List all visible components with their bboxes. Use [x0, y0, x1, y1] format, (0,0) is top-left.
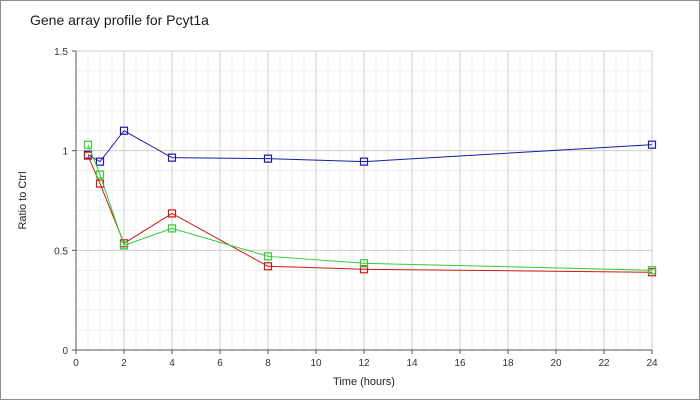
y-axis-ticks: 0 0.5 1 1.5 [54, 47, 76, 357]
x-tick-label: 22 [598, 358, 610, 369]
data-point-marker [95, 170, 105, 179]
data-point-marker [119, 126, 129, 135]
data-point-marker [359, 265, 369, 274]
x-tick-label: 20 [550, 358, 562, 369]
x-tick-label: 4 [169, 358, 175, 369]
x-tick-label: 10 [310, 358, 322, 369]
x-tick-label: 16 [454, 358, 466, 369]
series-layer [83, 126, 657, 277]
y-axis-label: Ratio to Ctrl [17, 171, 29, 229]
x-axis-label: Time (hours) [333, 376, 395, 388]
data-point-marker [167, 153, 177, 162]
data-point-marker [263, 262, 273, 271]
major-grid [75, 50, 653, 351]
data-point-marker [119, 241, 129, 250]
y-tick-label: 1 [62, 147, 68, 158]
x-tick-label: 14 [406, 358, 418, 369]
x-tick-label: 2 [121, 358, 127, 369]
x-tick-label: 18 [502, 358, 514, 369]
data-point-marker [647, 266, 657, 275]
data-point-marker [83, 140, 93, 149]
x-tick-label: 8 [265, 358, 271, 369]
y-tick-label: 0 [62, 346, 68, 357]
series-line [87, 144, 653, 271]
y-tick-label: 0.5 [54, 246, 68, 257]
data-point-marker [95, 157, 105, 166]
y-tick-label: 1.5 [54, 47, 68, 58]
data-point-marker [359, 157, 369, 166]
data-point-marker [83, 151, 93, 160]
chart-title: Gene array profile for Pcyt1a [30, 12, 209, 28]
data-point-marker [647, 140, 657, 149]
x-tick-label: 24 [646, 358, 658, 369]
series-3 [83, 140, 657, 275]
series-line [87, 130, 653, 163]
series-1 [83, 126, 657, 166]
x-tick-label: 6 [217, 358, 223, 369]
x-tick-label: 12 [358, 358, 370, 369]
data-point-marker [167, 209, 177, 218]
data-point-marker [359, 259, 369, 268]
data-point-marker [263, 154, 273, 163]
x-tick-label: 0 [73, 358, 79, 369]
x-axis-ticks: 0 2 4 6 8 10 12 14 16 18 20 22 24 [73, 350, 658, 369]
series-line [87, 155, 653, 273]
data-point-marker [167, 224, 177, 233]
data-point-marker [263, 252, 273, 261]
